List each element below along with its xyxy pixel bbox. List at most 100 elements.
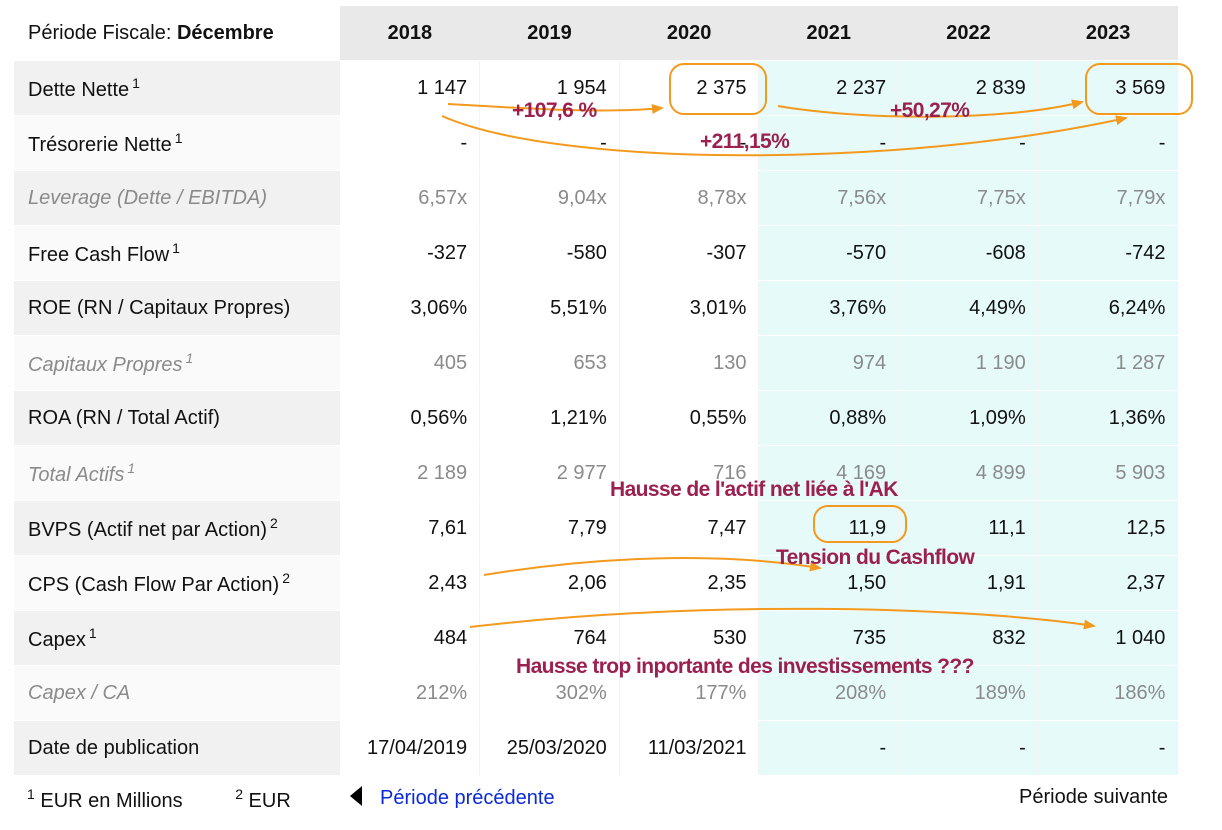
value-cell: 2 375 bbox=[619, 60, 760, 116]
value-cell: 7,79x bbox=[1038, 170, 1179, 226]
table-row: Capitaux Propres 1 405 653 130 974 1 190 1 287 bbox=[14, 335, 1179, 391]
table-row: Free Cash Flow 1 -327 -580 -307 -570 -608 -742 bbox=[14, 225, 1179, 281]
value-cell: 7,56x bbox=[758, 170, 900, 226]
value-cell: 11,9 bbox=[758, 500, 900, 556]
value-cell: -742 bbox=[1038, 225, 1179, 281]
table-row: Date de publication 17/04/2019 25/03/2020 1… bbox=[14, 720, 1179, 776]
value-cell: 716 bbox=[619, 445, 760, 501]
value-cell: 1 954 bbox=[479, 60, 620, 116]
row-label: ROE (RN / Capitaux Propres) bbox=[14, 280, 340, 336]
value-cell: 2 189 bbox=[340, 445, 481, 501]
row-label: CPS (Cash Flow Par Action) 2 bbox=[14, 555, 340, 611]
row-label: Dette Nette 1 bbox=[14, 60, 340, 116]
value-cell: 4 169 bbox=[758, 445, 900, 501]
value-cell: 4 899 bbox=[898, 445, 1039, 501]
value-cell: 4,49% bbox=[898, 280, 1039, 336]
value-cell: 8,78x bbox=[619, 170, 760, 226]
table-row: ROE (RN / Capitaux Propres) 3,06% 5,51% 3,0… bbox=[14, 280, 1179, 336]
value-cell: 130 bbox=[619, 335, 760, 391]
value-cell: 832 bbox=[898, 610, 1039, 666]
fiscal-period-label: Période Fiscale: bbox=[28, 21, 172, 44]
value-cell: 3,01% bbox=[619, 280, 760, 336]
year-header: 2023 bbox=[1038, 6, 1178, 61]
value-cell: 2,35 bbox=[619, 555, 760, 611]
value-cell: 653 bbox=[479, 335, 620, 391]
table-row: BVPS (Actif net par Action) 2 7,61 7,79 7,47… bbox=[14, 500, 1179, 556]
value-cell: 9,04x bbox=[479, 170, 620, 226]
financial-table-container: Période Fiscale: Décembre 2018 2019 2020… bbox=[14, 6, 1179, 776]
value-cell: 7,79 bbox=[479, 500, 620, 556]
table-body: Dette Nette 1 1 147 1 954 2 375 2 237 2 839 3 5… bbox=[14, 60, 1179, 776]
value-cell: 5 903 bbox=[1038, 445, 1179, 501]
header-row: Période Fiscale: Décembre 2018 2019 2020… bbox=[14, 6, 1178, 61]
value-cell: 405 bbox=[340, 335, 481, 391]
value-cell: 1,91 bbox=[898, 555, 1039, 611]
row-label: Trésorerie Nette 1 bbox=[14, 115, 340, 171]
row-label: Leverage (Dette / EBITDA) bbox=[14, 170, 340, 226]
financial-table: Période Fiscale: Décembre 2018 2019 2020… bbox=[14, 6, 1179, 776]
value-cell: 974 bbox=[758, 335, 900, 391]
value-cell: 11,1 bbox=[898, 500, 1039, 556]
table-row: Capex / CA 212% 302% 177% 208% 189% 186% bbox=[14, 665, 1179, 721]
value-cell: 1 190 bbox=[898, 335, 1039, 391]
row-label: Free Cash Flow 1 bbox=[14, 225, 340, 281]
value-cell: 6,24% bbox=[1038, 280, 1179, 336]
value-cell: 1,21% bbox=[479, 390, 620, 446]
row-label: ROA (RN / Total Actif) bbox=[14, 390, 340, 446]
value-cell: 1 147 bbox=[340, 60, 481, 116]
table-row: ROA (RN / Total Actif) 0,56% 1,21% 0,55% 0,8… bbox=[14, 390, 1179, 446]
footnotes: 1 EUR en Millions 2 EUR bbox=[24, 786, 335, 813]
value-cell: 7,75x bbox=[898, 170, 1039, 226]
value-cell: 11/03/2021 bbox=[619, 720, 760, 776]
value-cell: 0,55% bbox=[619, 390, 760, 446]
table-row: Total Actifs 1 2 189 2 977 716 4 169 4 899 5 90… bbox=[14, 445, 1179, 501]
value-cell: 3,76% bbox=[758, 280, 900, 336]
table-row: Dette Nette 1 1 147 1 954 2 375 2 237 2 839 3 5… bbox=[14, 60, 1179, 116]
value-cell: 212% bbox=[340, 665, 481, 721]
value-cell: 177% bbox=[619, 665, 760, 721]
table-footer: 1 EUR en Millions 2 EUR Période précéden… bbox=[14, 778, 1178, 822]
value-cell: 0,56% bbox=[340, 390, 481, 446]
value-cell: 7,61 bbox=[340, 500, 481, 556]
value-cell: 208% bbox=[758, 665, 900, 721]
value-cell: 0,88% bbox=[758, 390, 900, 446]
fiscal-period-header: Période Fiscale: Décembre bbox=[14, 6, 340, 61]
value-cell: 530 bbox=[619, 610, 760, 666]
value-cell: - bbox=[479, 115, 620, 171]
row-label: Date de publication bbox=[14, 720, 340, 776]
table-row: Leverage (Dette / EBITDA) 6,57x 9,04x 8,78x… bbox=[14, 170, 1179, 226]
value-cell: -327 bbox=[340, 225, 481, 281]
fiscal-period-value: Décembre bbox=[176, 21, 274, 44]
previous-period-link[interactable]: Période précédente bbox=[350, 786, 555, 810]
value-cell: 2 839 bbox=[898, 60, 1039, 116]
value-cell: - bbox=[898, 115, 1039, 171]
value-cell: 17/04/2019 bbox=[340, 720, 481, 776]
value-cell: 484 bbox=[340, 610, 481, 666]
value-cell: 189% bbox=[898, 665, 1039, 721]
value-cell: - bbox=[1038, 115, 1179, 171]
value-cell: 3,06% bbox=[340, 280, 481, 336]
value-cell: 1 287 bbox=[1038, 335, 1179, 391]
value-cell: 3 569 bbox=[1038, 60, 1179, 116]
row-label: Total Actifs 1 bbox=[14, 445, 340, 501]
next-period-link[interactable]: Période suivante bbox=[1019, 786, 1168, 808]
footnote-1: 1 EUR en Millions bbox=[27, 786, 183, 812]
value-cell: 2,43 bbox=[340, 555, 481, 611]
value-cell: -570 bbox=[758, 225, 900, 281]
value-cell: 302% bbox=[479, 665, 620, 721]
row-label: Capex / CA bbox=[14, 665, 340, 721]
value-cell: 2,37 bbox=[1038, 555, 1179, 611]
table-row: Trésorerie Nette 1- - - - - - bbox=[14, 115, 1179, 171]
value-cell: 1,50 bbox=[758, 555, 900, 611]
value-cell: 2,06 bbox=[479, 555, 620, 611]
value-cell: -307 bbox=[619, 225, 760, 281]
row-label: BVPS (Actif net par Action) 2 bbox=[14, 500, 340, 556]
value-cell: 7,47 bbox=[619, 500, 760, 556]
year-header: 2021 bbox=[758, 6, 899, 61]
value-cell: 2 977 bbox=[479, 445, 620, 501]
row-label: Capitaux Propres 1 bbox=[14, 335, 340, 391]
value-cell: 12,5 bbox=[1038, 500, 1179, 556]
value-cell: - bbox=[340, 115, 481, 171]
value-cell: - bbox=[758, 115, 900, 171]
year-header: 2020 bbox=[619, 6, 759, 61]
